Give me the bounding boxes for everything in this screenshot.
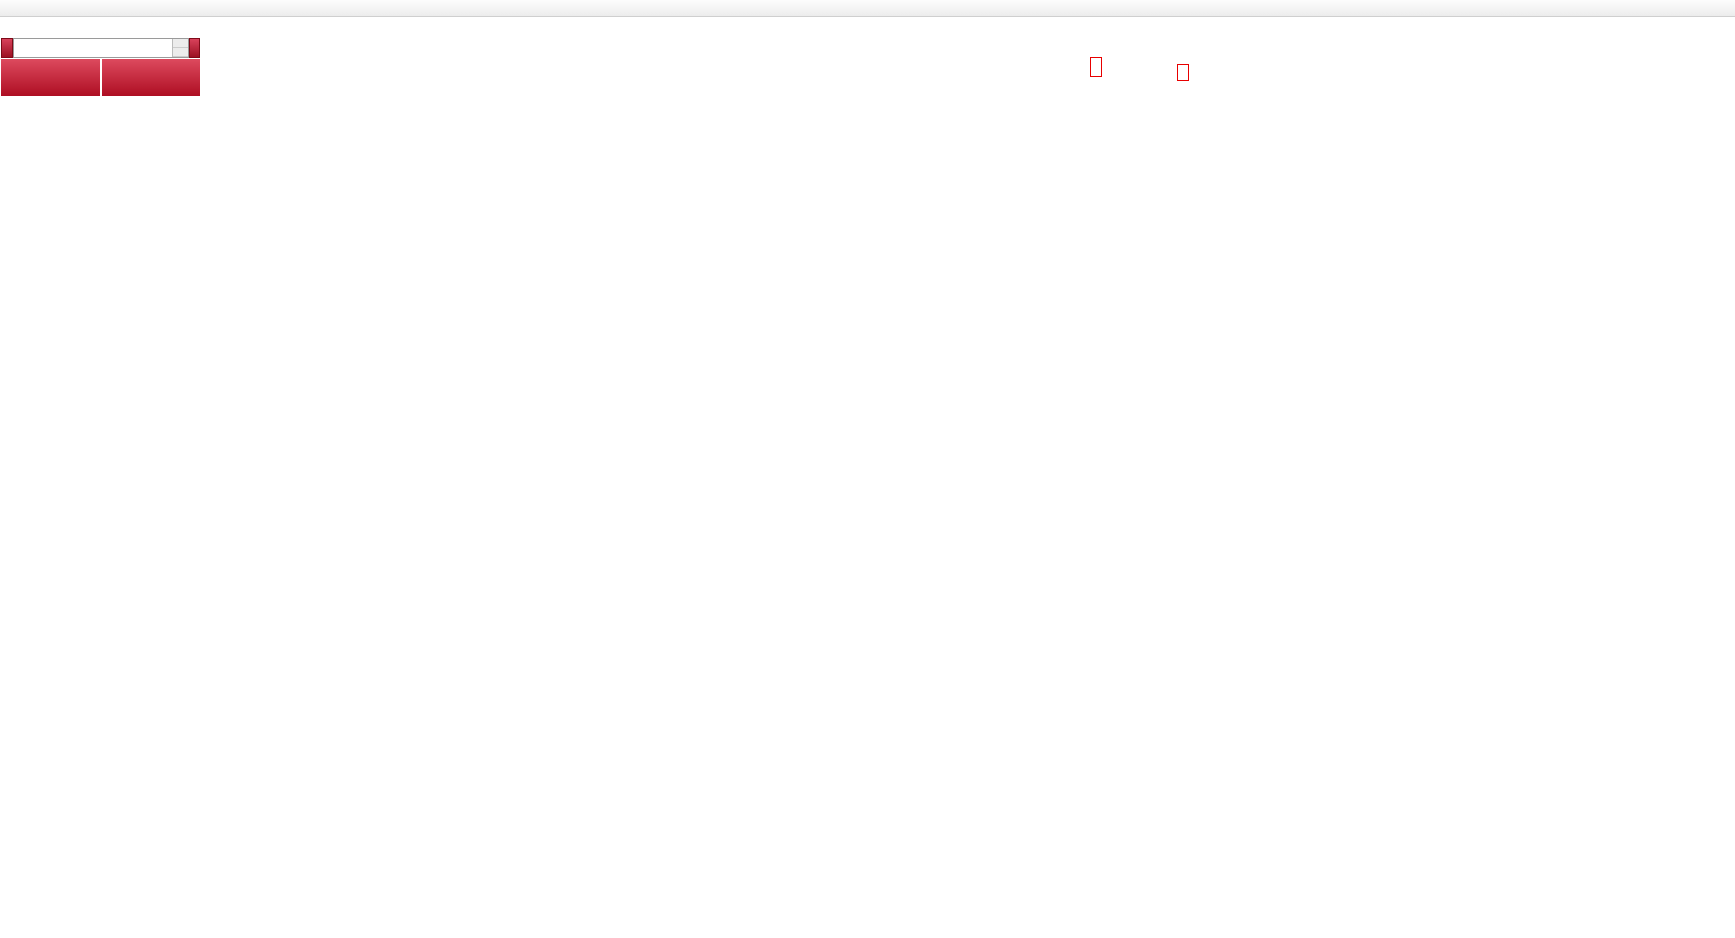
volume-field [12, 38, 189, 58]
main-toolbar [0, 0, 1735, 17]
buy-price-button[interactable] [101, 59, 200, 96]
volume-input[interactable] [13, 39, 172, 57]
price-annotation-26323[interactable] [1090, 57, 1102, 77]
volume-spinner [171, 39, 188, 57]
buy-button[interactable] [188, 38, 200, 58]
price-annotation-26207[interactable] [1177, 64, 1189, 81]
rsi-panel-label [5, 677, 11, 689]
chart-symbol-info [6, 20, 34, 32]
macd-panel-label [5, 524, 17, 536]
sell-price-button[interactable] [1, 59, 100, 96]
one-click-trading-panel [1, 38, 200, 96]
volume-down-button[interactable] [172, 48, 188, 57]
volume-up-button[interactable] [172, 39, 188, 48]
chart-canvas[interactable] [0, 17, 1735, 857]
sell-button[interactable] [1, 38, 13, 58]
